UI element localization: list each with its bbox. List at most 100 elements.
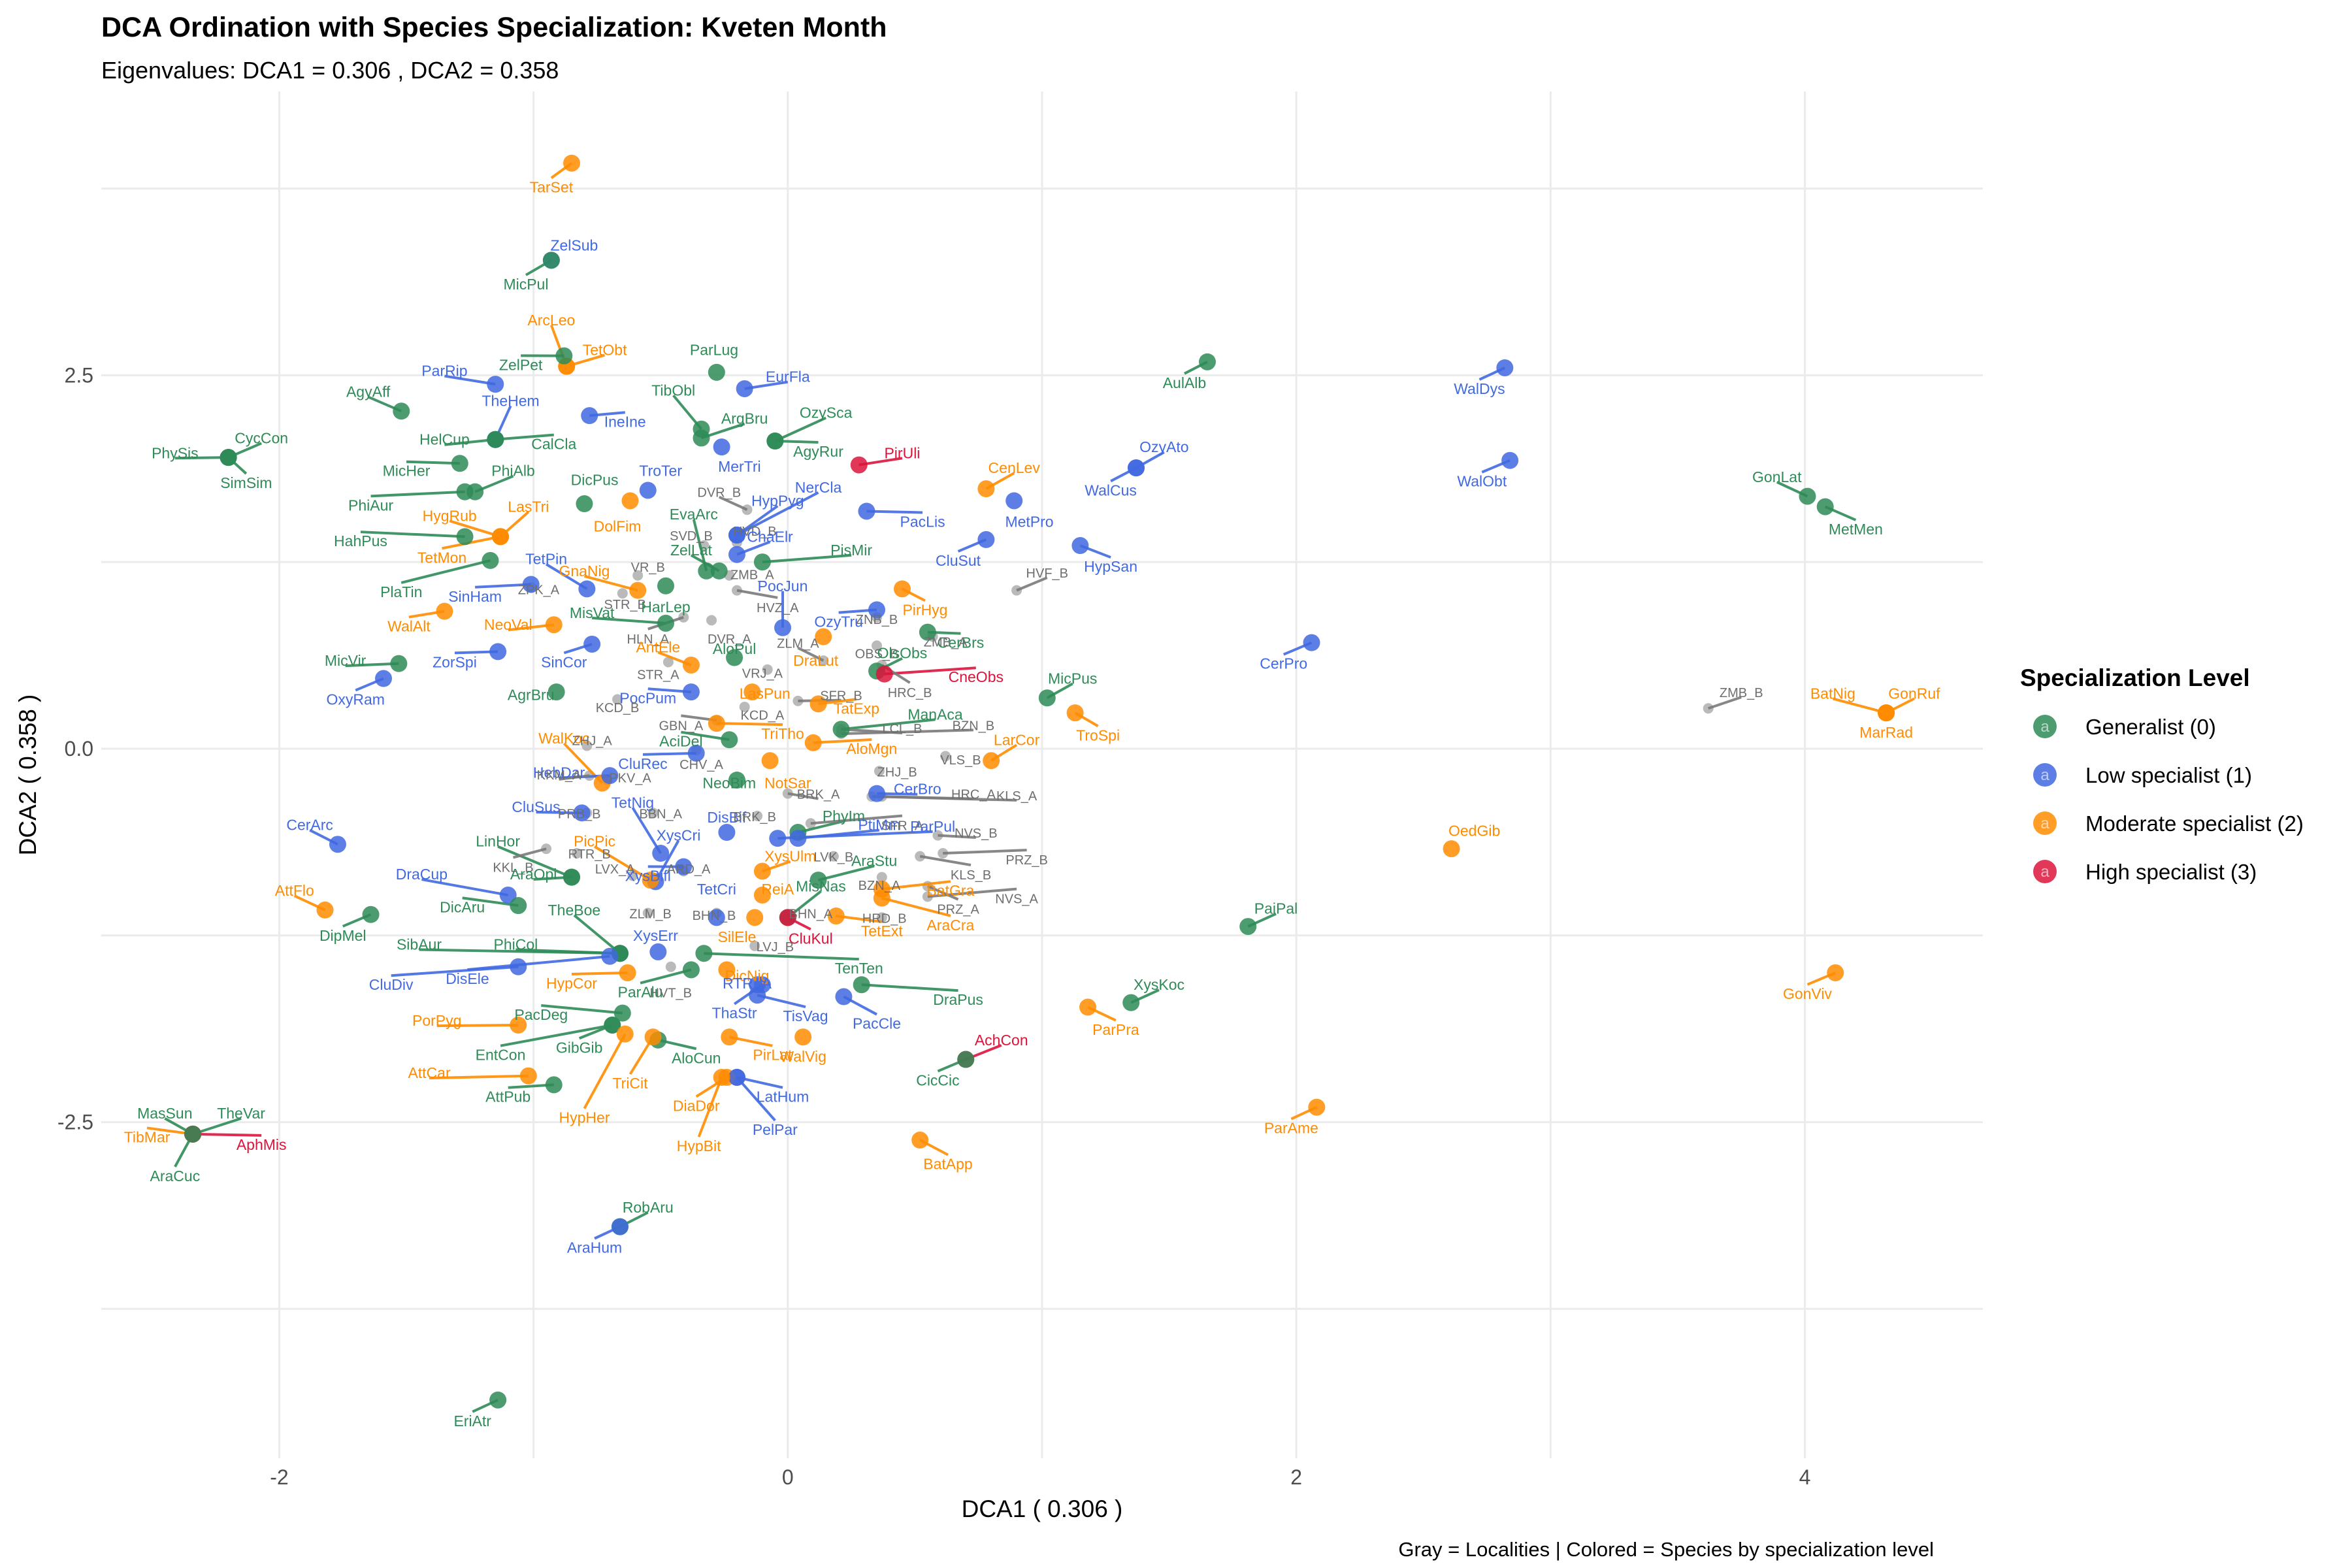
species-label: HarLep	[641, 598, 690, 615]
leader-line	[500, 1023, 613, 1047]
species-label: DraCup	[396, 866, 448, 883]
species-label: PtiMm	[858, 817, 900, 834]
legend: Specialization Level a Generalist (0) a Low…	[2020, 664, 2304, 884]
species-label: AchCon	[975, 1032, 1028, 1049]
leader-line	[436, 1023, 519, 1028]
species-point	[1501, 451, 1519, 469]
leader-line	[927, 887, 1017, 898]
species-label: AulAlb	[1163, 374, 1206, 391]
species-point	[977, 480, 995, 498]
species-point	[713, 438, 730, 456]
species-point	[675, 858, 693, 875]
species-label: EurFla	[766, 368, 810, 385]
species-label: AttPub	[485, 1088, 531, 1105]
species-label: HypCor	[546, 975, 597, 992]
species-point	[456, 483, 474, 500]
species-label: CenLev	[988, 459, 1041, 476]
species-label: CluRec	[618, 755, 667, 772]
locality-label: KLS_B	[951, 868, 991, 883]
leader-line	[881, 896, 951, 917]
leader-line	[736, 589, 778, 599]
species-label: CneObs	[949, 668, 1004, 685]
species-point	[718, 824, 736, 841]
species-point	[774, 619, 792, 636]
leader-line	[718, 495, 748, 511]
locality-point	[874, 766, 885, 777]
species-label: MicVir	[325, 652, 367, 669]
species-label: PaiPal	[1254, 900, 1298, 917]
legend-key-glyph: a	[2040, 766, 2050, 784]
leader-line	[787, 792, 819, 800]
species-label: GonViv	[1783, 985, 1833, 1002]
species-label: PacCle	[853, 1015, 901, 1032]
species-label: ParAme	[1264, 1120, 1318, 1137]
species-label: PacLis	[900, 513, 945, 530]
species-point	[873, 889, 890, 907]
legend-key-glyph: a	[2040, 815, 2050, 832]
species-point	[329, 836, 346, 853]
species-label: WalDys	[1454, 380, 1505, 397]
locality-label: VLS_B	[940, 753, 981, 768]
species-label: ParPra	[1092, 1021, 1139, 1038]
species-label: ParLug	[690, 342, 738, 359]
leader-line	[841, 728, 973, 736]
species-label: PhiCol	[493, 936, 538, 953]
species-point	[779, 909, 796, 926]
locality-label: ZMB_B	[1720, 686, 1763, 700]
locality-label: HLN_A	[627, 632, 670, 647]
species-label: RobAru	[623, 1199, 674, 1216]
species-point	[713, 1068, 730, 1086]
x-tick-label: 2	[1290, 1465, 1302, 1489]
species-point	[753, 887, 771, 904]
species-point	[911, 1132, 929, 1149]
species-point	[753, 553, 771, 571]
species-label: PhySis	[152, 444, 199, 461]
species-label: OedGib	[1448, 823, 1500, 840]
species-label: DisBif	[707, 809, 747, 826]
leader-line	[583, 574, 638, 592]
species-point	[693, 429, 710, 447]
species-point	[753, 862, 771, 880]
species-point	[736, 380, 753, 397]
species-point	[611, 1218, 629, 1235]
species-label: OxyRam	[326, 691, 384, 708]
locality-label: BZN_A	[858, 879, 901, 893]
leader-line	[174, 456, 229, 460]
species-point	[547, 683, 565, 701]
locality-point	[739, 701, 750, 712]
species-label: PirLat	[753, 1047, 792, 1064]
species-point	[710, 562, 728, 580]
species-label: CerArc	[286, 817, 333, 834]
species-label: TenTen	[835, 960, 883, 977]
leader-line	[467, 955, 610, 972]
species-label: AgrBru	[508, 687, 555, 704]
species-label: ThaStr	[712, 1005, 757, 1022]
locality-label: HRC_B	[888, 686, 932, 700]
legend-label: High specialist (3)	[2085, 860, 2257, 884]
species-point	[375, 670, 392, 687]
species-label: AgyRur	[793, 443, 843, 460]
species-label: IneIne	[604, 413, 646, 430]
species-point	[957, 1051, 975, 1068]
species-label: XysCri	[657, 827, 701, 844]
species-label: AntEle	[636, 639, 680, 656]
species-label: WalAlt	[387, 618, 431, 635]
species-label: HebDar	[533, 764, 585, 781]
leader-line	[881, 795, 973, 800]
species-point	[766, 433, 784, 450]
axis-ticks: -2 0 2 4 -2.5 0.0 2.5	[57, 363, 1811, 1489]
species-label: TetPin	[525, 551, 567, 568]
leader-line	[512, 847, 547, 859]
species-label: AraCra	[926, 917, 974, 934]
leader-line	[559, 774, 590, 781]
locality-label: HRC_A	[951, 788, 996, 802]
locality-label: LVJ_B	[757, 940, 794, 955]
species-label: BatApp	[923, 1156, 972, 1173]
species-point	[858, 502, 875, 520]
y-axis-title: DCA2 ( 0.358 )	[14, 694, 41, 856]
species-label: PirUli	[884, 444, 920, 461]
legend-key-glyph: a	[2040, 718, 2050, 736]
species-label: CluSus	[512, 798, 560, 815]
locality-point	[940, 751, 951, 762]
species-label: GnaNig	[559, 563, 610, 580]
